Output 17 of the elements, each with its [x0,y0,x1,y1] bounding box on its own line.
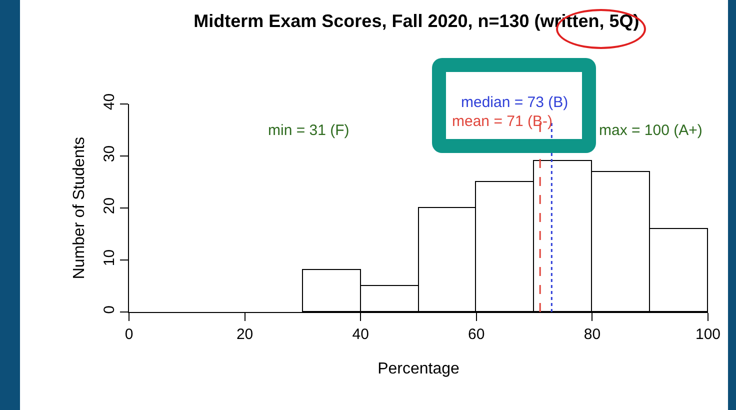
x-tick-label: 80 [584,326,601,343]
annotation: min = 31 (F) [268,122,350,139]
x-axis-title: Percentage [378,360,460,378]
y-tick-label: 10 [101,249,118,266]
ref-line-label: median = 73 (B) [461,94,568,111]
y-tick-label: 30 [101,145,118,162]
y-axis-title: Number of Students [70,136,88,280]
y-tick-label: 0 [101,306,118,314]
y-tick-label: 20 [101,197,118,214]
ref-line-label: mean = 71 (B-) [452,113,552,130]
y-tick-label: 40 [101,93,118,110]
annotation: max = 100 (A+) [599,122,702,139]
x-tick-label: 20 [236,326,254,343]
x-tick-label: 0 [124,326,134,343]
x-tick-label: 100 [695,326,721,343]
x-tick-label: 40 [352,326,369,343]
x-tick-label: 60 [468,326,485,343]
